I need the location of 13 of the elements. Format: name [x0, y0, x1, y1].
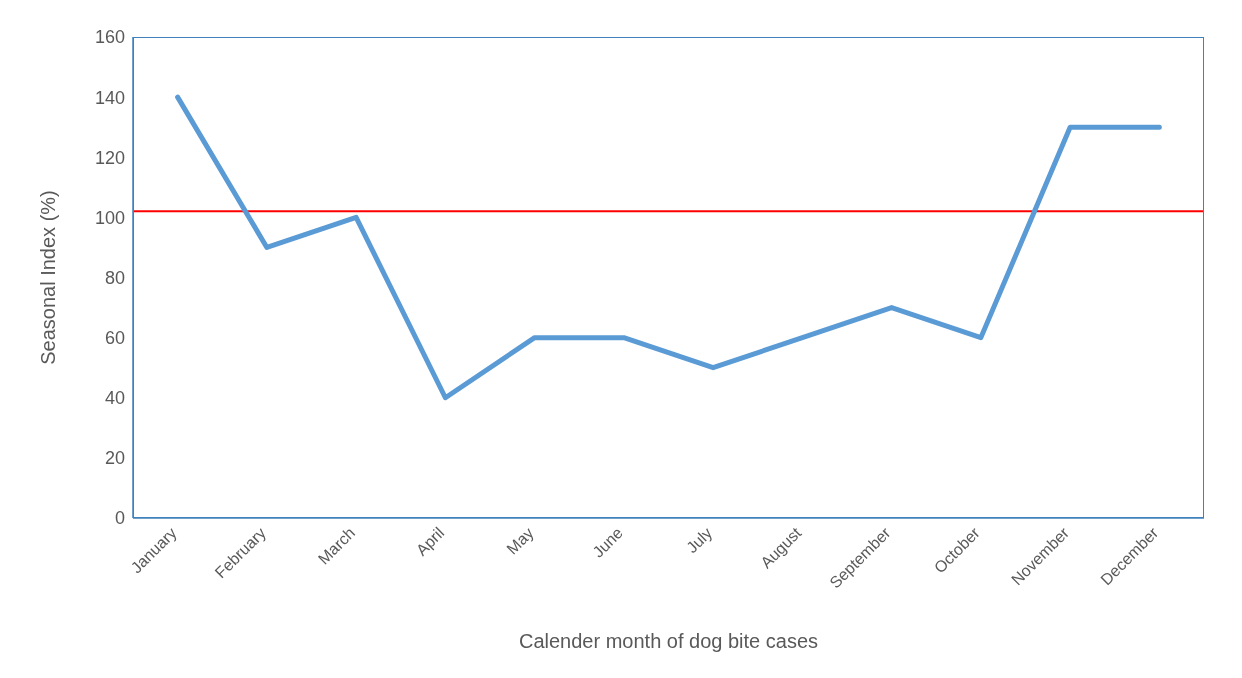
y-tick-label: 40 — [104, 388, 125, 409]
y-tick-label: 160 — [94, 27, 125, 48]
y-tick-label: 60 — [104, 328, 125, 349]
y-tick-label: 20 — [104, 448, 125, 469]
y-tick-label: 80 — [104, 267, 125, 288]
y-tick-label: 120 — [94, 147, 125, 168]
y-axis-title: Seasonal Index (%) — [37, 190, 60, 365]
y-tick-label: 0 — [114, 508, 125, 529]
x-axis-title: Calender month of dog bite cases — [518, 630, 819, 652]
x-tick-label: May — [503, 524, 537, 558]
x-tick-label: July — [683, 524, 716, 557]
y-tick-label: 100 — [94, 207, 125, 228]
y-tick-label: 140 — [94, 87, 125, 108]
